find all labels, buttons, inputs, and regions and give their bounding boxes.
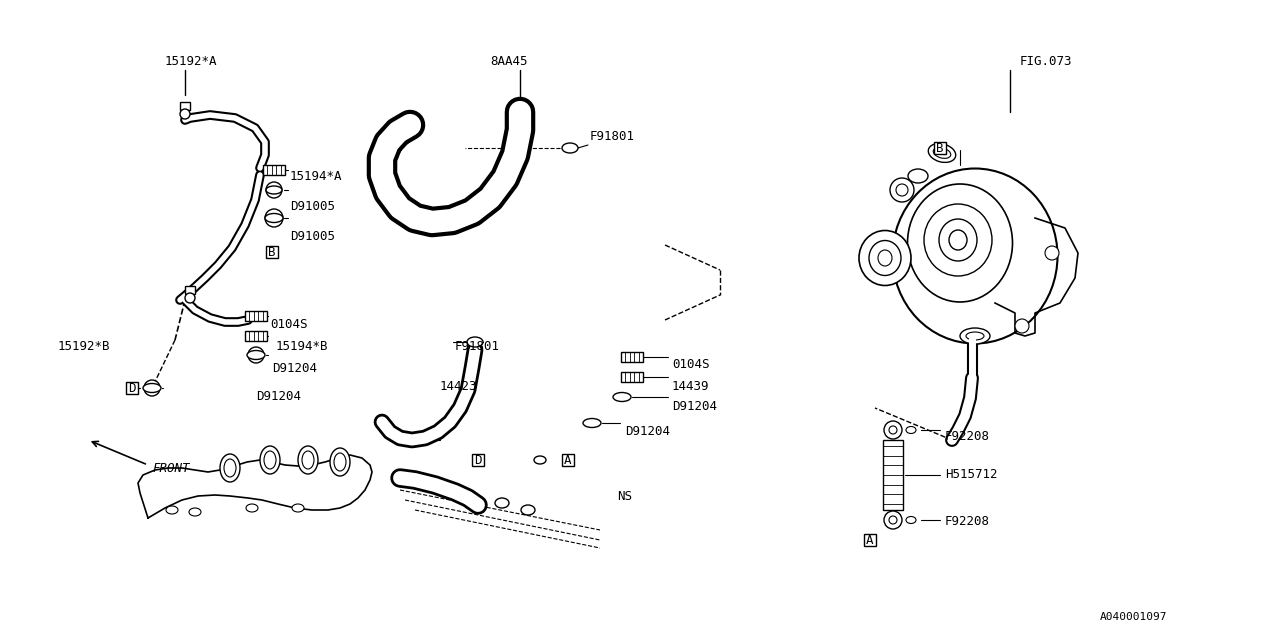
Bar — [262, 165, 285, 175]
Ellipse shape — [495, 498, 509, 508]
Ellipse shape — [908, 169, 928, 183]
Circle shape — [1044, 246, 1059, 260]
Text: 15194*A: 15194*A — [291, 170, 343, 183]
Circle shape — [884, 511, 902, 529]
Bar — [244, 311, 268, 321]
Text: 14439: 14439 — [672, 380, 709, 393]
Text: D91204: D91204 — [625, 425, 669, 438]
Ellipse shape — [960, 328, 989, 344]
Ellipse shape — [859, 230, 911, 285]
Ellipse shape — [143, 383, 161, 392]
Bar — [621, 352, 643, 362]
Ellipse shape — [330, 448, 349, 476]
Ellipse shape — [247, 351, 265, 360]
Ellipse shape — [948, 230, 966, 250]
Text: 0104S: 0104S — [672, 358, 709, 371]
Text: 14423: 14423 — [440, 380, 477, 393]
Text: F92208: F92208 — [945, 515, 989, 528]
Text: D91005: D91005 — [291, 230, 335, 243]
Circle shape — [266, 182, 282, 198]
Ellipse shape — [265, 214, 283, 223]
Ellipse shape — [892, 168, 1057, 344]
Circle shape — [180, 109, 189, 119]
Bar — [266, 246, 278, 259]
Text: D91005: D91005 — [291, 200, 335, 213]
Text: FRONT: FRONT — [152, 461, 189, 474]
Text: NS: NS — [617, 490, 632, 503]
Text: B: B — [936, 141, 943, 154]
Ellipse shape — [613, 392, 631, 401]
Text: 0104S: 0104S — [270, 318, 307, 331]
Ellipse shape — [220, 454, 241, 482]
Ellipse shape — [869, 241, 901, 275]
Text: B: B — [269, 246, 275, 259]
Ellipse shape — [224, 459, 236, 477]
Ellipse shape — [878, 250, 892, 266]
Ellipse shape — [940, 219, 977, 261]
Circle shape — [186, 293, 195, 303]
Circle shape — [890, 426, 897, 434]
Ellipse shape — [933, 148, 951, 158]
Circle shape — [143, 380, 160, 396]
Text: 15192*B: 15192*B — [58, 340, 110, 353]
Text: D: D — [475, 454, 481, 467]
Ellipse shape — [906, 426, 916, 433]
Ellipse shape — [928, 143, 956, 163]
Ellipse shape — [292, 504, 305, 512]
Circle shape — [265, 209, 283, 227]
Ellipse shape — [521, 505, 535, 515]
Bar — [127, 381, 138, 394]
Text: 8AA45: 8AA45 — [490, 55, 527, 68]
Ellipse shape — [260, 446, 280, 474]
Ellipse shape — [334, 453, 346, 471]
Text: D91204: D91204 — [256, 390, 301, 403]
Text: D: D — [128, 381, 136, 394]
Circle shape — [248, 347, 264, 363]
Text: FIG.073: FIG.073 — [1020, 55, 1073, 68]
Text: 15192*A: 15192*A — [165, 55, 218, 68]
Bar — [244, 331, 268, 341]
Ellipse shape — [246, 504, 259, 512]
Ellipse shape — [534, 456, 547, 464]
Bar — [864, 534, 876, 547]
Ellipse shape — [266, 186, 282, 194]
Ellipse shape — [908, 184, 1012, 302]
Ellipse shape — [298, 446, 317, 474]
Ellipse shape — [966, 332, 984, 340]
Text: 15194*B: 15194*B — [276, 340, 329, 353]
Circle shape — [896, 184, 908, 196]
Ellipse shape — [166, 506, 178, 514]
Bar — [186, 286, 195, 294]
Ellipse shape — [189, 508, 201, 516]
Ellipse shape — [924, 204, 992, 276]
Bar — [621, 372, 643, 382]
Text: F91801: F91801 — [454, 340, 500, 353]
Text: F91801: F91801 — [590, 130, 635, 143]
Text: D91204: D91204 — [273, 362, 317, 375]
Text: D91204: D91204 — [672, 400, 717, 413]
Ellipse shape — [302, 451, 314, 469]
Bar — [883, 440, 902, 510]
Bar — [472, 454, 484, 467]
Circle shape — [884, 421, 902, 439]
Text: A040001097: A040001097 — [1100, 612, 1167, 622]
Ellipse shape — [906, 516, 916, 524]
Ellipse shape — [582, 419, 602, 428]
Text: F92208: F92208 — [945, 430, 989, 443]
Ellipse shape — [467, 337, 483, 347]
Text: A: A — [867, 534, 874, 547]
Bar — [562, 454, 573, 467]
Ellipse shape — [562, 143, 579, 153]
Text: A: A — [564, 454, 572, 467]
Circle shape — [1015, 319, 1029, 333]
Circle shape — [890, 516, 897, 524]
Circle shape — [890, 178, 914, 202]
Ellipse shape — [264, 451, 276, 469]
Text: H515712: H515712 — [945, 468, 997, 481]
Bar — [180, 102, 189, 110]
Bar — [934, 141, 946, 154]
